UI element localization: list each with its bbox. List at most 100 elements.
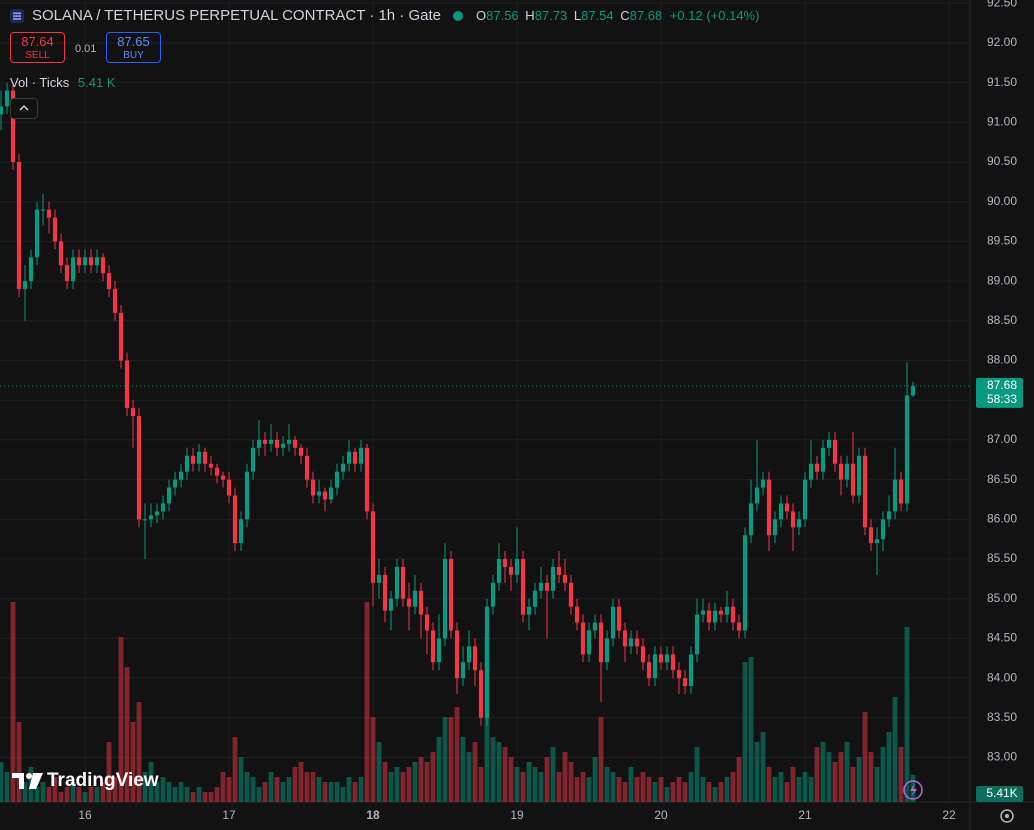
symbol-icon [10, 8, 24, 23]
volume-bar [502, 747, 508, 802]
candle-body [40, 209, 46, 211]
candle-body [268, 439, 274, 444]
candle-body [76, 257, 82, 266]
volume-bar [52, 777, 58, 802]
candle-body [874, 539, 880, 544]
candle-body [298, 447, 304, 456]
volume-bar [64, 787, 70, 802]
volume-bar [214, 787, 220, 802]
volume-bar [262, 782, 268, 802]
volume-bar [172, 787, 178, 802]
volume-bar [700, 777, 706, 802]
candle-body [526, 606, 532, 615]
volume-bar [640, 772, 646, 802]
volume-bar [520, 772, 526, 802]
brand: TradingView [12, 770, 159, 792]
spread: 0.01 [75, 43, 97, 55]
volume-bar [688, 772, 694, 802]
candle-body [808, 463, 814, 480]
volume-bars [0, 602, 916, 802]
volume-bar [112, 777, 118, 802]
candle-body [172, 479, 178, 488]
candle-body [586, 630, 592, 655]
volume-bar [874, 767, 880, 802]
candle-body [868, 527, 874, 544]
volume-title: Vol · Ticks [10, 75, 70, 90]
ohlc-key: H [525, 8, 535, 23]
candle-body [796, 519, 802, 528]
volume-bar [514, 767, 520, 802]
volume-bar [772, 777, 778, 802]
ohlc-key: L [573, 8, 582, 23]
volume-bar [0, 762, 4, 802]
y-tick-label: 83.00 [987, 750, 1017, 764]
candle-body [388, 598, 394, 611]
volume-bar [628, 767, 634, 802]
buy-label: BUY [123, 50, 144, 61]
candle-body [52, 217, 58, 242]
brand-name: TradingView [47, 770, 159, 791]
volume-bar [844, 742, 850, 802]
candle-body [124, 360, 130, 409]
candle-body [340, 463, 346, 472]
volume-bar [586, 777, 592, 802]
sell-button[interactable]: 87.64 SELL [10, 32, 65, 63]
candle-body [226, 479, 232, 496]
buy-button[interactable]: 87.65 BUY [106, 32, 161, 63]
candle-body [10, 90, 16, 162]
volume-bar [184, 787, 190, 802]
volume-bar [790, 767, 796, 802]
candle-body [364, 447, 370, 512]
ohlc-value: 87.56 [486, 8, 519, 23]
candle-body [646, 662, 652, 679]
collapse-button[interactable] [10, 98, 38, 119]
volume-bar [424, 762, 430, 802]
candle-body [82, 257, 88, 266]
volume-bar [574, 777, 580, 802]
candle-body [238, 519, 244, 544]
candle-body [898, 479, 904, 504]
candle-body [772, 519, 778, 536]
y-tick-label: 89.00 [987, 273, 1017, 287]
volume-bar [634, 777, 640, 802]
candle-body [58, 241, 64, 266]
volume-bar [718, 782, 724, 802]
volume-bar [334, 782, 340, 802]
volume-bar [370, 717, 376, 802]
candle-body [832, 439, 838, 464]
candle-body [280, 443, 286, 448]
volume-bar [454, 707, 460, 802]
candle-body [886, 511, 892, 520]
y-tick-label: 92.00 [987, 35, 1017, 49]
candle-body [262, 439, 268, 444]
y-tick-label: 88.00 [987, 353, 1017, 367]
volume-bar [100, 782, 106, 802]
volume-bar [136, 702, 142, 802]
candle-body [70, 257, 76, 282]
volume-bar [568, 762, 574, 802]
candle-body [370, 511, 376, 583]
volume-bar [358, 777, 364, 802]
volume-bar [460, 737, 466, 802]
volume-bar [658, 777, 664, 802]
volume-tag [976, 786, 1023, 802]
candle-body [244, 471, 250, 520]
candle-body [568, 582, 574, 607]
ohlc-value: 87.73 [534, 8, 568, 23]
y-tick-label: 90.50 [987, 154, 1017, 168]
candle-body [88, 257, 94, 266]
volume-bar [442, 717, 448, 802]
candle-body [622, 630, 628, 647]
settings-icon [1005, 814, 1009, 818]
candle-body [700, 610, 706, 615]
volume-bar [754, 742, 760, 802]
volume-bar [382, 762, 388, 802]
volume-bar [418, 757, 424, 802]
volume-bar [832, 762, 838, 802]
volume-bar [904, 627, 910, 802]
ohlc: O87.56 H87.73 L87.54 C87.68 +0.12 (+0.14… [473, 8, 759, 23]
candle-body [460, 662, 466, 679]
candle-body [250, 447, 256, 472]
volume-bar [94, 787, 100, 802]
